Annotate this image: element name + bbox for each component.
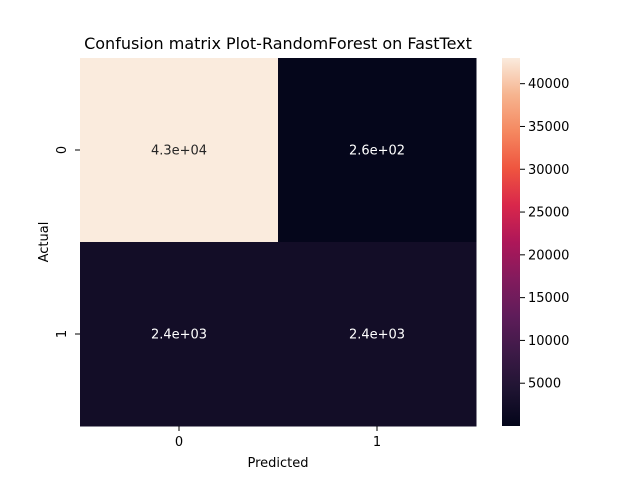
colorbar (502, 58, 520, 426)
x-tick-label-1: 1 (373, 435, 381, 450)
y-tick-label-1: 1 (55, 330, 70, 338)
colorbar-tick-label-0: 5000 (528, 377, 561, 392)
heatmap-cell-label-1-0: 2.4e+03 (151, 328, 207, 343)
colorbar-tick-label-7: 40000 (528, 77, 569, 92)
x-axis-label: Predicted (247, 456, 308, 471)
chart-title: Confusion matrix Plot-RandomForest on Fa… (84, 34, 472, 53)
heatmap-cell-label-0-0: 4.3e+04 (151, 144, 207, 159)
heatmap-cell-1-0 (80, 242, 279, 427)
colorbar-tick-label-2: 15000 (528, 291, 569, 306)
colorbar-ticks: 5000 10000 15000 20000 25000 30000 35000 40000 (520, 77, 569, 392)
colorbar-tick-label-3: 20000 (528, 248, 569, 263)
heatmap-cells (80, 58, 477, 427)
y-axis: 01 (55, 146, 80, 338)
y-axis-label: Actual (37, 222, 52, 263)
y-tick-label-0: 0 (55, 146, 70, 154)
heatmap-cell-label-0-1: 2.6e+02 (349, 144, 405, 159)
heatmap-cell-1-1 (278, 242, 477, 427)
colorbar-tick-label-1: 10000 (528, 334, 569, 349)
heatmap-cell-label-1-1: 2.4e+03 (349, 328, 405, 343)
heatmap-cell-0-0 (80, 58, 279, 243)
colorbar-tick-label-6: 35000 (528, 120, 569, 135)
heatmap-cell-labels: 4.3e+04 2.6e+02 2.4e+03 2.4e+03 (151, 144, 405, 343)
colorbar-tick-label-4: 25000 (528, 206, 569, 221)
colorbar-tick-label-5: 30000 (528, 163, 569, 178)
heatmap-cell-0-1 (278, 58, 477, 243)
x-tick-label-0: 0 (175, 435, 183, 450)
